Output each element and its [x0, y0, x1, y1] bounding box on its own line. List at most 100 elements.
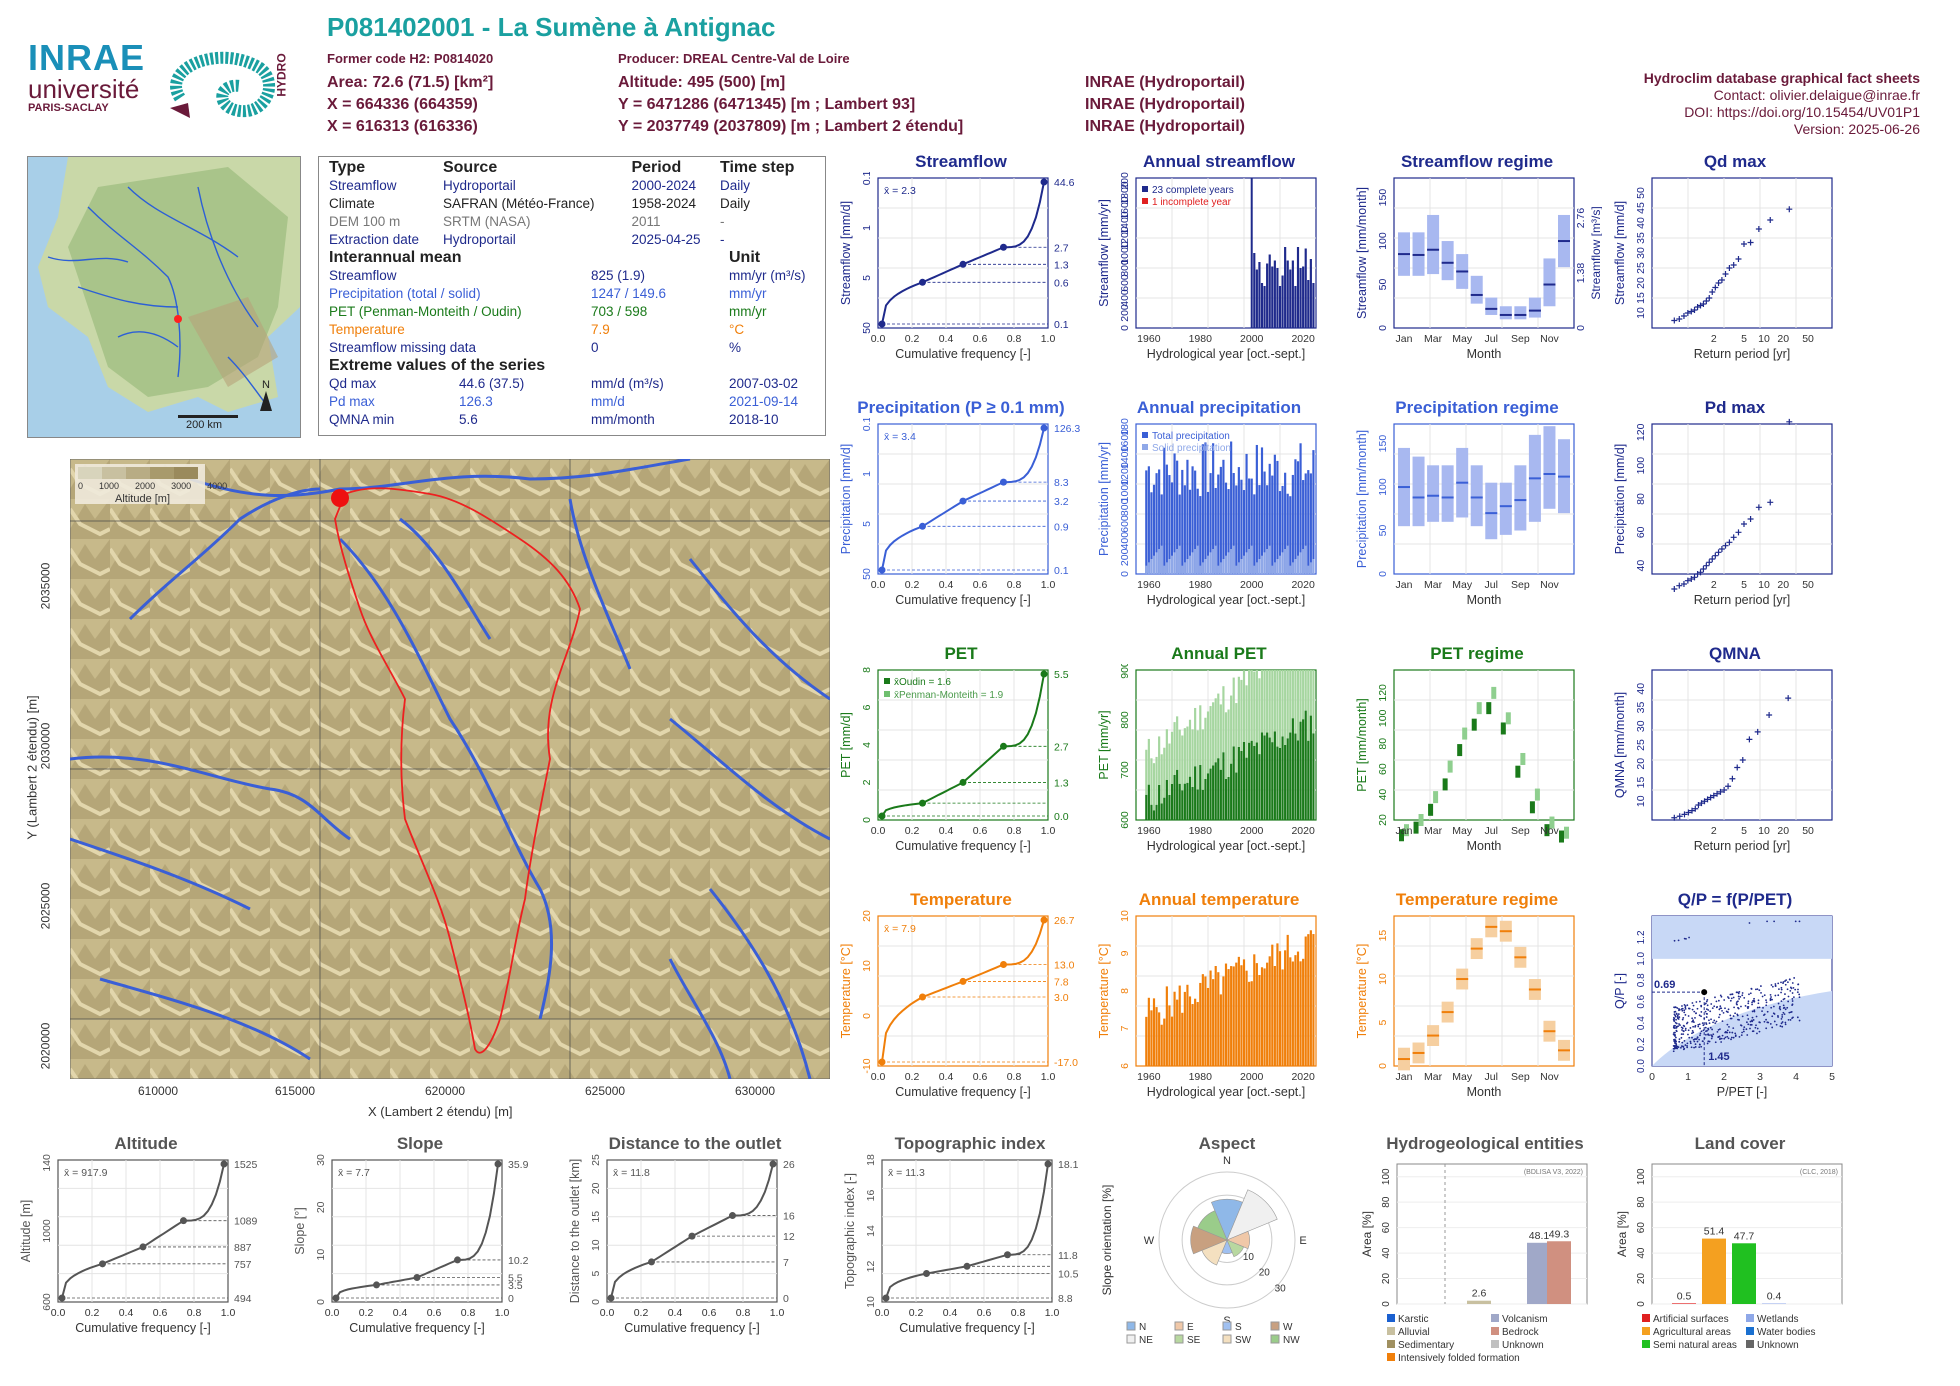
bar-secondary [1253, 565, 1256, 574]
data-point [1680, 313, 1687, 319]
chart-svg: 2 5 10 20 50 40 60 80 100 120 Return period [yr] Pr… [1613, 418, 1833, 607]
data-point [607, 1294, 615, 1302]
chart-title: Altitude [114, 1134, 178, 1153]
y-tick-label: 20 [1635, 758, 1647, 770]
data-point [1719, 1028, 1721, 1031]
data-point [1780, 1017, 1783, 1020]
right-tick-label: 10.5 [1058, 1269, 1079, 1281]
bar [1260, 283, 1264, 328]
data-point [1752, 1030, 1755, 1033]
data-point [1771, 1015, 1774, 1018]
x-tick-label: 5 [1741, 333, 1747, 345]
bar [1299, 268, 1302, 328]
chart-svg: 0 20 40 60 80 100 (BDLISA V3, 2022) 2.6 48.1 49.3… [1360, 1163, 1588, 1364]
rose-sector [1226, 1230, 1250, 1250]
data-point [1692, 1025, 1695, 1028]
data-point [1678, 1009, 1680, 1012]
bar [1186, 782, 1189, 820]
data-point [1780, 1022, 1783, 1025]
extreme-date: 2021-09-14 [729, 394, 799, 409]
x-tick-label: 2000 [1240, 825, 1264, 837]
x-axis-label: Cumulative frequency [-] [75, 1321, 210, 1335]
data-point [1711, 1035, 1714, 1038]
bar [1302, 958, 1305, 1066]
rose-sector [1190, 1225, 1228, 1255]
x-tick-label: 10 [1758, 825, 1770, 837]
data-point [1705, 1030, 1707, 1033]
bar [1150, 492, 1153, 574]
bar-secondary [1296, 555, 1300, 574]
y-tick-label: 0.4 [1636, 1016, 1647, 1030]
data-point [1703, 298, 1710, 304]
x-tick-label: Jul [1485, 333, 1498, 345]
bar [1307, 280, 1310, 328]
bar [1258, 975, 1261, 1066]
data-point [1794, 988, 1797, 991]
data-point [1682, 1030, 1685, 1032]
bar-secondary [1284, 670, 1287, 745]
data-point [1682, 1033, 1685, 1036]
doi[interactable]: DOI: https://doi.org/10.15454/UV01P1 [1684, 104, 1920, 120]
data-point [1718, 277, 1725, 283]
data-point [1740, 241, 1747, 247]
bar [1160, 494, 1163, 574]
right-tick-label: 18.1 [1058, 1159, 1079, 1171]
contact[interactable]: Contact: olivier.delaigue@inrae.fr [1713, 87, 1920, 103]
bar [1168, 475, 1171, 574]
y-axis-label: Slope orientation [%] [1100, 1185, 1114, 1296]
y-axis-label: Streamflow [mm/yr] [1097, 199, 1111, 307]
y-tick-label: 10 [865, 1296, 877, 1308]
data-point [1707, 794, 1714, 801]
data-point [1687, 1033, 1689, 1036]
data-point [1683, 1003, 1686, 1006]
head-source: Source [442, 159, 498, 176]
regime-box [1528, 297, 1541, 318]
data-point [1706, 295, 1713, 301]
data-label: 49.3 [1549, 1228, 1570, 1240]
regime-box [1544, 824, 1550, 837]
bar-secondary [1206, 555, 1210, 574]
data-point [1734, 1032, 1737, 1035]
right-tick-label: 2.76 [1575, 208, 1587, 229]
bar [1168, 794, 1171, 820]
data-point [1678, 1023, 1680, 1025]
regime-box [1514, 465, 1527, 531]
y-tick-label: 0.6 [1636, 994, 1647, 1008]
x-tick-label: May [1452, 825, 1473, 837]
data-point [1676, 1017, 1679, 1020]
data-point [1770, 984, 1773, 986]
y-axis-label: Streamflow [mm/d] [839, 201, 853, 305]
basin-map: Altitude [m] 0 1000 2000 3000 4000 [69, 457, 831, 1080]
bar [1302, 266, 1305, 328]
bar-secondary [1181, 565, 1184, 574]
data-point [1792, 996, 1795, 999]
x-tick-label: 0.8 [187, 1307, 202, 1319]
bar [1253, 745, 1256, 820]
bar-secondary [1204, 717, 1207, 779]
y-tick-label: 50 [1377, 525, 1389, 537]
data-point [1774, 983, 1777, 985]
data-point [1693, 1046, 1695, 1049]
data-point [1686, 1004, 1689, 1007]
data-point [1715, 1020, 1718, 1023]
x-axis-label: Hydrological year [oct.-sept.] [1147, 1085, 1305, 1099]
data-point [1677, 1013, 1680, 1015]
data-point [1766, 1021, 1769, 1024]
y-tick-label: 200 [1119, 548, 1131, 566]
regime-box [1500, 722, 1506, 735]
data-point [1778, 1007, 1781, 1010]
bar-secondary [1173, 552, 1176, 574]
x-tick-label: Jan [1396, 579, 1413, 591]
bar-secondary [1273, 670, 1276, 732]
data-point [1040, 670, 1048, 678]
mean-label: x̄ = 7.7 [338, 1167, 370, 1179]
bar [1296, 740, 1300, 820]
bar [1273, 966, 1276, 1066]
mean-label: x̄ = 7.9 [884, 923, 916, 935]
mean-label: Streamflow [329, 268, 397, 283]
data-point [1715, 1006, 1718, 1009]
y-tick-label: 25 [590, 1154, 602, 1166]
bar [1201, 444, 1204, 574]
bar-secondary [1165, 562, 1168, 574]
